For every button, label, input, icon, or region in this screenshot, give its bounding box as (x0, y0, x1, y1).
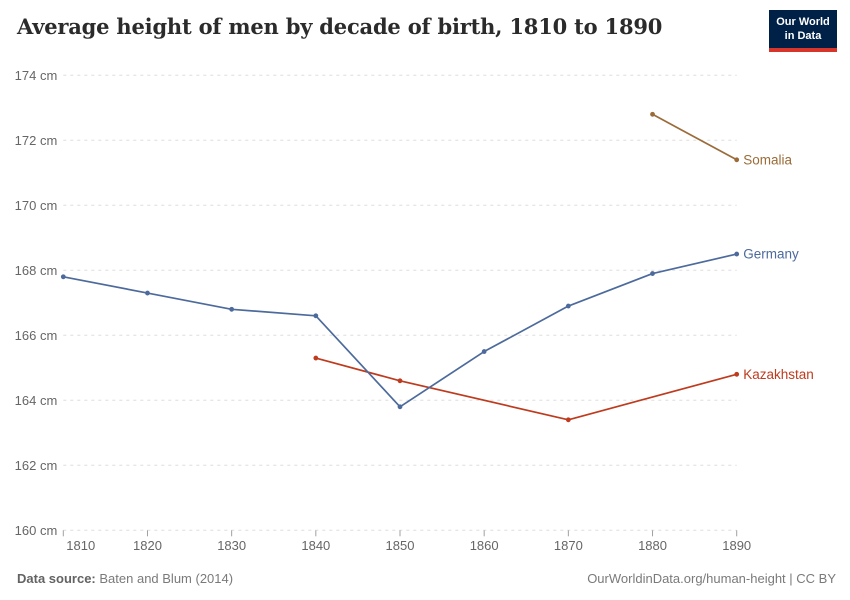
y-tick-label-160: 160 cm (15, 523, 58, 538)
owid-logo[interactable]: Our World in Data (769, 10, 837, 52)
y-tick-label-172: 172 cm (15, 133, 58, 148)
data-point-germany-1850[interactable] (397, 404, 403, 410)
x-tick-label-1820: 1820 (133, 538, 162, 553)
x-tick-label-1850: 1850 (386, 538, 415, 553)
license-link[interactable]: OurWorldinData.org/human-height | CC BY (587, 571, 836, 586)
y-tick-label-174: 174 cm (15, 68, 58, 83)
data-source-value: Baten and Blum (2014) (99, 571, 234, 586)
y-tick-label-170: 170 cm (15, 198, 58, 213)
data-point-germany-1880[interactable] (650, 271, 655, 276)
y-tick-label-162: 162 cm (15, 458, 58, 473)
data-source: Data source: Baten and Blum (2014) (17, 571, 233, 586)
owid-logo-line2: in Data (784, 30, 822, 43)
x-tick-label-1890: 1890 (722, 538, 751, 553)
series-label-germany[interactable]: Germany (743, 247, 799, 262)
series-label-somalia[interactable]: Somalia (743, 152, 792, 167)
data-source-label: Data source: (17, 571, 96, 586)
data-point-germany-1840[interactable] (313, 313, 319, 319)
data-point-germany-1860[interactable] (481, 349, 487, 354)
series-line-somalia[interactable] (651, 113, 738, 161)
data-point-kazakhstan-1850[interactable] (397, 378, 403, 384)
series-line-kazakhstan[interactable] (314, 357, 738, 421)
series-label-kazakhstan[interactable]: Kazakhstan (743, 367, 814, 382)
chart-footer: Data source: Baten and Blum (2014) OurWo… (17, 571, 836, 586)
data-point-germany-1830[interactable] (229, 306, 235, 312)
data-point-germany-1890[interactable] (734, 251, 740, 257)
data-point-germany-1810[interactable] (60, 274, 66, 280)
x-tick-label-1860: 1860 (470, 538, 499, 553)
data-point-kazakhstan-1870[interactable] (565, 417, 571, 423)
y-tick-label-166: 166 cm (15, 328, 58, 343)
x-tick-label-1810: 1810 (66, 538, 95, 553)
data-point-kazakhstan-1890[interactable] (734, 371, 740, 377)
data-point-kazakhstan-1840[interactable] (313, 355, 319, 361)
owid-logo-line1: Our World (776, 16, 830, 28)
y-tick-label-164: 164 cm (15, 393, 58, 408)
data-point-germany-1870[interactable] (565, 303, 571, 309)
data-point-germany-1820[interactable] (145, 290, 150, 296)
x-tick-label-1840: 1840 (301, 538, 330, 553)
data-point-somalia-1890[interactable] (734, 157, 740, 163)
y-tick-label-168: 168 cm (15, 263, 58, 278)
x-tick-label-1870: 1870 (554, 538, 583, 553)
data-point-somalia-1880[interactable] (650, 111, 655, 117)
x-tick-label-1880: 1880 (638, 538, 667, 553)
chart-title: Average height of men by decade of birth… (17, 14, 663, 39)
series-line-germany[interactable] (62, 253, 738, 408)
x-tick-label-1830: 1830 (217, 538, 246, 553)
